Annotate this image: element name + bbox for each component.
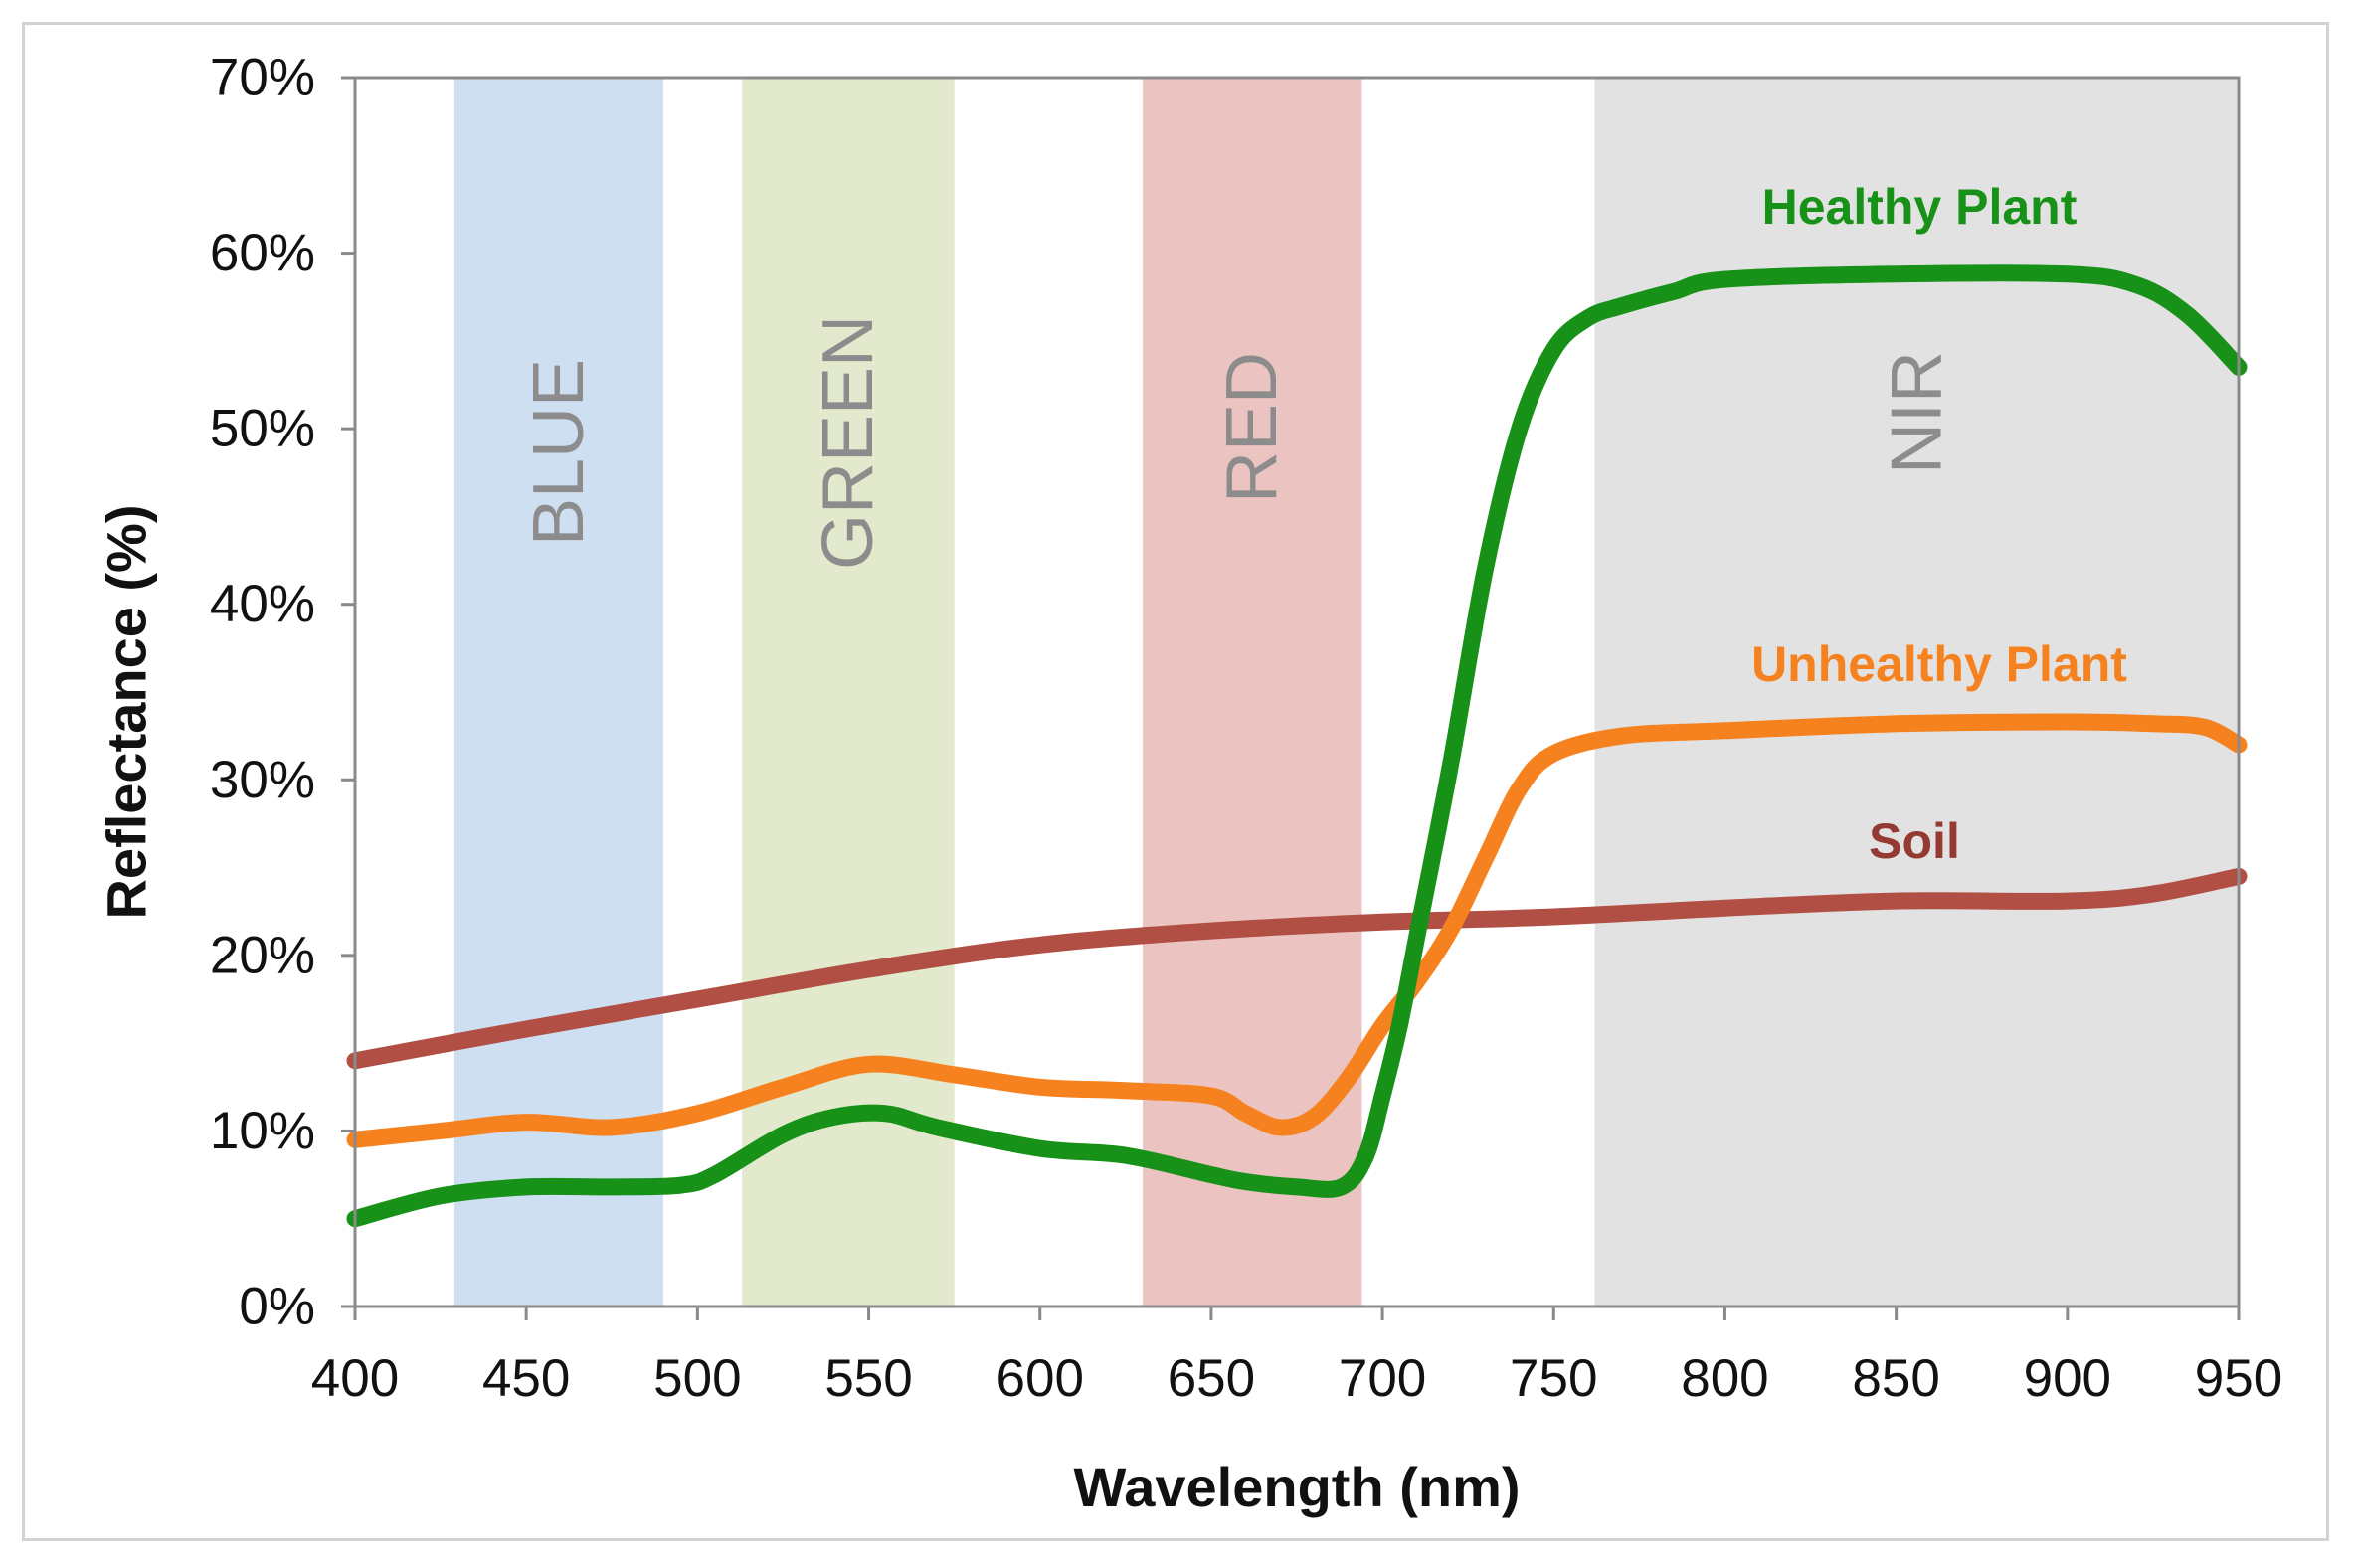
y-tick-label: 20% xyxy=(210,926,315,984)
band-blue xyxy=(453,78,663,1307)
series-line-healthy-plant xyxy=(346,264,2248,1228)
x-tick-label: 800 xyxy=(1681,1349,1768,1408)
chart-frame: BLUE GREEN RED NIR 400 450 500 550 600 650 700 750… xyxy=(22,22,2329,1541)
band-label-red: RED xyxy=(1212,352,1292,503)
x-tick-label: 700 xyxy=(1339,1349,1426,1408)
y-tick-label: 40% xyxy=(210,575,315,633)
band-label-green: GREEN xyxy=(809,315,888,570)
x-tick-label: 650 xyxy=(1168,1349,1255,1408)
y-axis-ticks: 0% 10% 20% 30% 40% 50% 60% 70% xyxy=(210,49,355,1336)
band-green xyxy=(742,78,955,1307)
band-label-nir: NIR xyxy=(1877,351,1956,474)
data-series xyxy=(346,264,2248,1228)
x-tick-label: 550 xyxy=(824,1349,912,1408)
band-nir xyxy=(1594,78,2239,1307)
x-tick-label: 950 xyxy=(2195,1349,2282,1408)
series-line-soil xyxy=(346,867,2248,1070)
x-tick-label: 500 xyxy=(653,1349,741,1408)
y-tick-label: 70% xyxy=(210,49,315,107)
x-tick-label: 400 xyxy=(311,1349,399,1408)
axes xyxy=(353,76,2241,1308)
x-tick-label: 750 xyxy=(1510,1349,1597,1408)
plot-area-border xyxy=(353,76,2241,1308)
x-tick-label: 900 xyxy=(2024,1349,2111,1408)
y-tick-label: 60% xyxy=(210,224,315,282)
x-axis-ticks: 400 450 500 550 600 650 700 750 800 850 900 950 xyxy=(311,1307,2282,1408)
series-label-unhealthy-plant: Unhealthy Plant xyxy=(1751,636,2127,692)
spectral-bands xyxy=(453,78,2239,1307)
x-tick-label: 450 xyxy=(482,1349,570,1408)
y-tick-label: 30% xyxy=(210,751,315,809)
x-axis-title: Wavelength (nm) xyxy=(1073,1456,1520,1518)
x-tick-label: 850 xyxy=(1852,1349,1939,1408)
band-labels: BLUE GREEN RED NIR xyxy=(519,315,1956,570)
series-label-soil: Soil xyxy=(1869,813,1960,869)
reflectance-chart: BLUE GREEN RED NIR 400 450 500 550 600 650 700 750… xyxy=(95,49,2283,1519)
series-label-healthy-plant: Healthy Plant xyxy=(1762,179,2078,235)
series-line-unhealthy-plant xyxy=(346,713,2248,1148)
x-tick-label: 600 xyxy=(996,1349,1084,1408)
y-tick-label: 10% xyxy=(210,1102,315,1160)
series-labels: Healthy Plant Unhealthy Plant Soil xyxy=(1751,179,2127,869)
y-axis-title: Reflectance (%) xyxy=(95,504,158,919)
band-label-blue: BLUE xyxy=(519,359,599,546)
y-tick-label: 0% xyxy=(239,1278,315,1336)
y-tick-label: 50% xyxy=(210,400,315,458)
